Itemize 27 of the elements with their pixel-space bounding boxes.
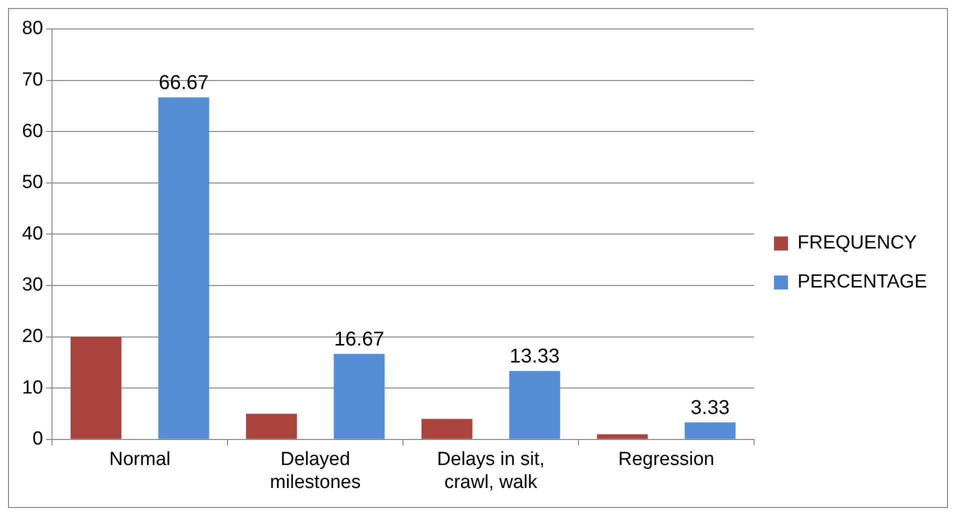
legend-label: FREQUENCY: [798, 232, 918, 254]
y-tick-label: 20: [22, 326, 44, 348]
y-tick-label: 10: [22, 377, 44, 398]
y-tick-label: 60: [22, 120, 44, 142]
y-tick-label: 80: [22, 18, 44, 40]
bar: [596, 434, 648, 439]
bar: [684, 422, 736, 439]
bar: [246, 414, 297, 439]
y-tick-label: 40: [22, 223, 44, 244]
data-label: 16.67: [334, 328, 384, 350]
x-tick-label: Delayed milestones: [270, 449, 361, 493]
y-tick-label: 50: [22, 172, 44, 194]
bar: [158, 97, 210, 439]
x-tick-label: Regression: [618, 449, 714, 470]
legend-label: PERCENTAGE: [798, 272, 928, 293]
x-tick-label: Delays in sit, crawl, walk: [436, 449, 545, 493]
y-tick-label: 0: [32, 428, 44, 450]
data-label: 13.33: [510, 346, 560, 368]
x-tick-label: Normal: [109, 449, 170, 470]
bar: [334, 354, 385, 439]
bar: [509, 371, 560, 439]
data-label: 66.67: [158, 72, 209, 94]
bar: [421, 418, 472, 439]
bar: [70, 336, 122, 439]
y-tick-label: 30: [22, 274, 44, 296]
y-tick-label: 70: [22, 70, 44, 91]
data-label: 3.33: [690, 396, 730, 419]
